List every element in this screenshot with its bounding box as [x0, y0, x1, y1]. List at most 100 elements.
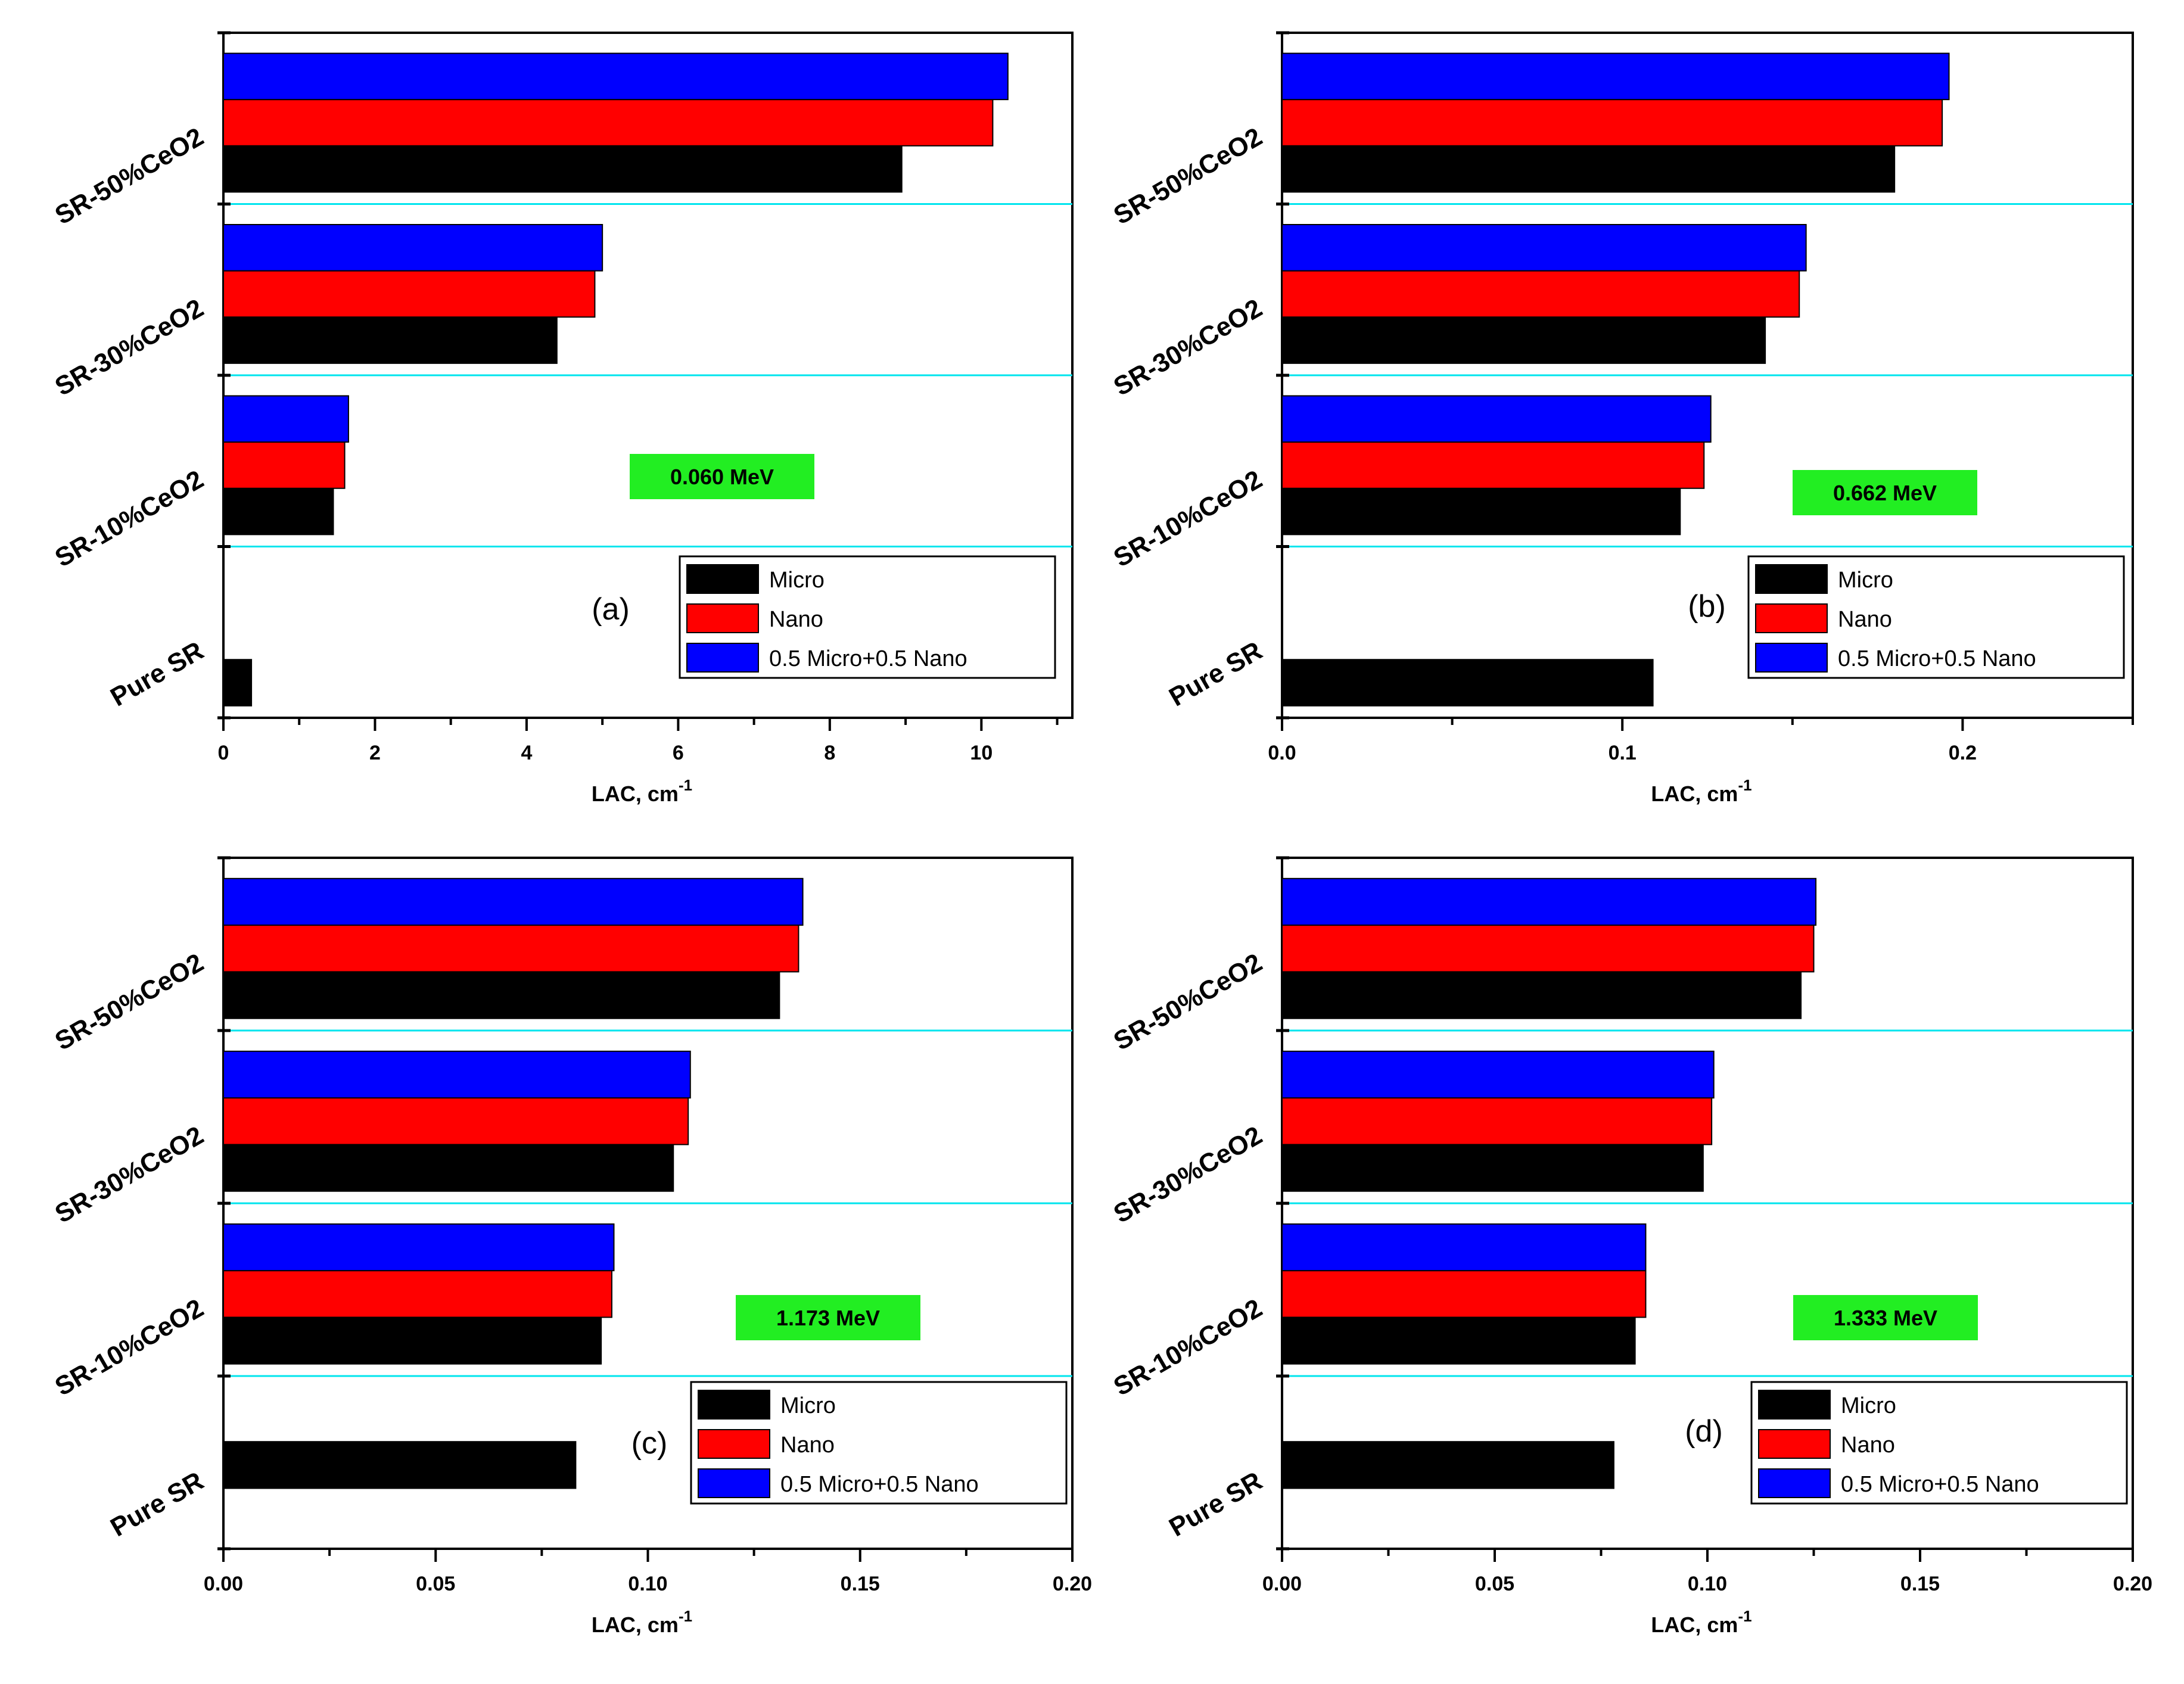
bar-micro-pure-sr [223, 1441, 577, 1489]
bar-nano-sr-50-ceo2 [1281, 99, 1943, 147]
energy-label: 0.662 MeV [1833, 481, 1937, 505]
legend-swatch [1758, 1429, 1831, 1459]
y-tick-label: Pure SR [1164, 636, 1267, 712]
y-tick-label: SR-10%CeO2 [1109, 465, 1267, 573]
bar-0-5-micro-0-5-nano-sr-30-ceo2 [223, 224, 603, 272]
bar-0-5-micro-0-5-nano-sr-10-ceo2 [223, 1223, 615, 1272]
chart-panel-3: Pure SR SR-10%CeO2 SR-30%CeO2 SR-50%CeO2 0.0… [50, 856, 1092, 1637]
panel-label: (a) [592, 592, 630, 627]
bar-0-5-micro-0-5-nano-sr-50-ceo2 [1281, 52, 1950, 101]
bar-nano-sr-50-ceo2 [1281, 925, 1815, 973]
y-tick-label: SR-10%CeO2 [1109, 1293, 1267, 1402]
x-tick-label: 6 [673, 742, 684, 764]
bar-nano-sr-10-ceo2 [1281, 441, 1705, 489]
bar-micro-sr-50-ceo2 [223, 145, 903, 193]
x-tick-label: 0.10 [1688, 1573, 1727, 1595]
bar-nano-sr-10-ceo2 [1281, 1270, 1647, 1318]
bar-nano-sr-30-ceo2 [1281, 270, 1800, 318]
panel-label: (c) [631, 1426, 668, 1461]
legend-entry-label: Micro [769, 568, 825, 593]
bar-0-5-micro-0-5-nano-sr-50-ceo2 [223, 877, 804, 926]
legend-entry-label: 0.5 Micro+0.5 Nano [1838, 646, 2036, 671]
panel-label: (b) [1688, 589, 1726, 624]
bar-0-5-micro-0-5-nano-sr-10-ceo2 [1281, 1223, 1647, 1272]
legend-swatch [1755, 603, 1828, 633]
x-tick-label: 0.05 [1475, 1573, 1514, 1595]
x-axis-label: LAC, cm-1 [1651, 1607, 1751, 1637]
legend-swatch [698, 1468, 770, 1498]
legend-entry-label: Nano [1838, 607, 1892, 632]
x-tick-label: 0.1 [1609, 742, 1637, 764]
legend-entry-label: 0.5 Micro+0.5 Nano [780, 1472, 979, 1497]
x-tick-label: 0.20 [1053, 1573, 1092, 1595]
x-tick-label: 0.20 [2113, 1573, 2152, 1595]
y-tick-label: Pure SR [105, 636, 209, 712]
legend-swatch [686, 564, 759, 594]
bar-micro-sr-50-ceo2 [223, 971, 780, 1019]
bar-0-5-micro-0-5-nano-sr-30-ceo2 [1281, 224, 1807, 272]
x-tick-label: 2 [369, 742, 381, 764]
legend: Micro Nano 0.5 Micro+0.5 Nano [1750, 1381, 2128, 1505]
bar-nano-sr-50-ceo2 [223, 99, 994, 147]
x-tick-label: 0 [218, 742, 229, 764]
legend-entry-label: Micro [780, 1393, 836, 1418]
x-tick-label: 4 [521, 742, 532, 764]
legend: Micro Nano 0.5 Micro+0.5 Nano [679, 555, 1056, 679]
bar-nano-sr-50-ceo2 [223, 925, 799, 973]
panel-label: (d) [1685, 1414, 1723, 1449]
legend-swatch [686, 643, 759, 673]
energy-label: 1.333 MeV [1834, 1306, 1937, 1330]
x-tick-label: 0.05 [416, 1573, 455, 1595]
legend-swatch [1758, 1468, 1831, 1498]
y-tick-label: Pure SR [1164, 1466, 1267, 1542]
x-tick-label: 0.00 [204, 1573, 243, 1595]
bar-micro-sr-50-ceo2 [1281, 971, 1802, 1019]
legend-entry-label: Micro [1838, 568, 1893, 593]
x-axis-label: LAC, cm-1 [592, 776, 692, 806]
y-tick-label: SR-50%CeO2 [50, 122, 209, 231]
x-tick-label: 0.00 [1262, 1573, 1302, 1595]
bar-micro-pure-sr [1281, 1441, 1614, 1489]
chart-panel-4: Pure SR SR-10%CeO2 SR-30%CeO2 SR-50%CeO2 0.0… [1109, 856, 2152, 1637]
bar-micro-sr-30-ceo2 [1281, 1144, 1704, 1192]
bar-micro-pure-sr [223, 659, 253, 706]
x-tick-label: 0.10 [628, 1573, 667, 1595]
x-tick-label: 8 [824, 742, 835, 764]
x-tick-label: 10 [970, 742, 993, 764]
bar-micro-sr-10-ceo2 [1281, 487, 1681, 536]
x-tick-label: 0.2 [1949, 742, 1977, 764]
bar-nano-sr-30-ceo2 [223, 1097, 689, 1146]
legend-entry-label: Micro [1841, 1393, 1896, 1418]
y-tick-label: SR-30%CeO2 [1109, 1120, 1267, 1229]
bar-micro-sr-30-ceo2 [223, 316, 558, 364]
bar-0-5-micro-0-5-nano-sr-50-ceo2 [1281, 877, 1817, 926]
y-tick-label: SR-50%CeO2 [1109, 122, 1267, 231]
legend-entry-label: 0.5 Micro+0.5 Nano [1841, 1472, 2039, 1497]
y-tick-label: SR-50%CeO2 [50, 948, 209, 1056]
y-tick-label: SR-50%CeO2 [1109, 948, 1267, 1056]
legend-swatch [686, 603, 759, 633]
legend-entry-label: Nano [1841, 1433, 1895, 1458]
legend: Micro Nano 0.5 Micro+0.5 Nano [690, 1381, 1068, 1505]
x-axis-label: LAC, cm-1 [1651, 776, 1751, 806]
bar-0-5-micro-0-5-nano-sr-10-ceo2 [1281, 395, 1712, 443]
y-tick-label: SR-30%CeO2 [50, 293, 209, 401]
bar-nano-sr-10-ceo2 [223, 1270, 612, 1318]
legend-swatch [1758, 1390, 1831, 1420]
chart-panel-1: Pure SR SR-10%CeO2 SR-30%CeO2 SR-50%CeO2 0 2 4… [50, 31, 1074, 806]
energy-badge [1793, 1295, 1978, 1340]
x-tick-label: 0.15 [1900, 1573, 1940, 1595]
bar-micro-sr-10-ceo2 [223, 487, 334, 536]
y-tick-label: SR-10%CeO2 [50, 465, 209, 573]
legend-entry-label: 0.5 Micro+0.5 Nano [769, 646, 967, 671]
y-tick-label: SR-30%CeO2 [50, 1120, 209, 1229]
bar-micro-sr-30-ceo2 [223, 1144, 674, 1192]
legend-entry-label: Nano [769, 607, 823, 632]
bar-0-5-micro-0-5-nano-sr-50-ceo2 [223, 52, 1009, 101]
legend-swatch [698, 1390, 770, 1420]
energy-label: 1.173 MeV [776, 1306, 880, 1330]
energy-badge [736, 1295, 920, 1340]
bar-nano-sr-10-ceo2 [223, 441, 346, 489]
